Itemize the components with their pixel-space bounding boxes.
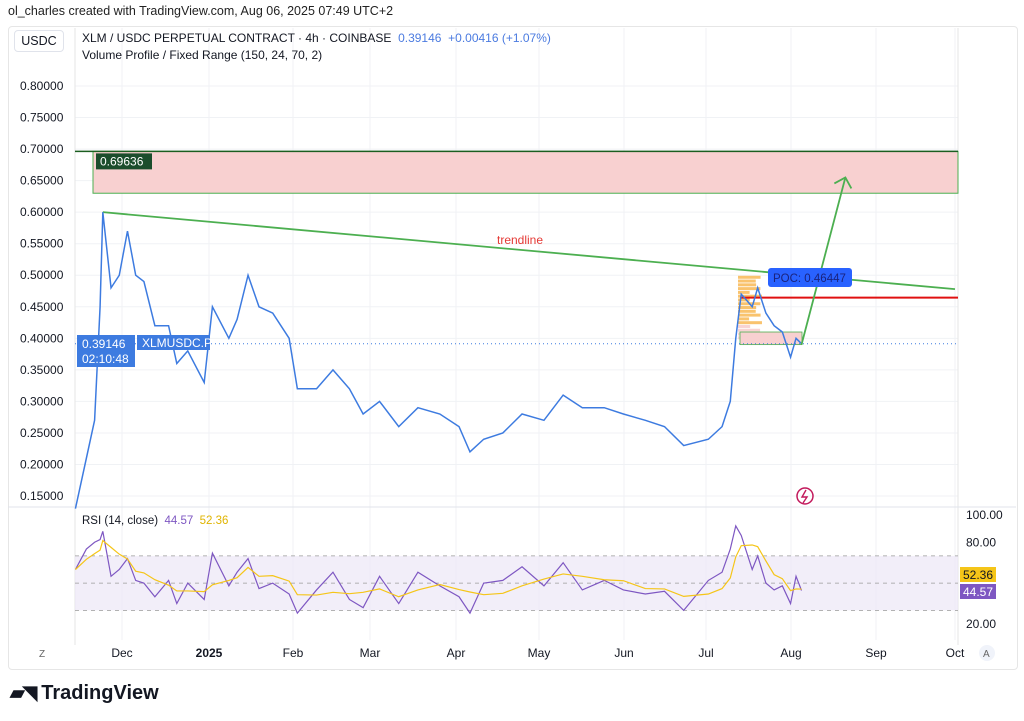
- price-tick: 0.45000: [20, 300, 64, 314]
- symbol-title: XLM / USDC PERPETUAL CONTRACT · 4h · COI…: [82, 31, 551, 45]
- time-tick: 2025: [196, 646, 223, 660]
- volume-profile-bar: [738, 275, 761, 279]
- projection-arrow: [800, 177, 847, 345]
- volume-profile-legend[interactable]: Volume Profile / Fixed Range (150, 24, 7…: [82, 48, 323, 62]
- rsi-legend[interactable]: RSI (14, close) 44.57 52.36: [82, 515, 228, 527]
- volume-profile-bar: [738, 294, 762, 298]
- price-change: +0.00416 (+1.07%): [448, 31, 551, 45]
- zone-price-label: [96, 153, 152, 170]
- rsi-title: RSI (14, close): [82, 515, 159, 527]
- tradingview-logo[interactable]: ▰◥ TradingView: [10, 682, 159, 705]
- price-tick: 0.25000: [20, 426, 64, 440]
- ticker-tag: [137, 335, 210, 350]
- credit-text: ol_charles created with TradingView.com,…: [8, 4, 394, 18]
- rsi-series: [74, 524, 803, 615]
- rsi-value-label-text: 44.57: [963, 585, 993, 599]
- price-tick: 0.65000: [20, 174, 64, 188]
- volume-profile-bar: [738, 283, 757, 287]
- poc-label-box: [768, 268, 852, 287]
- rsi-ma-series: [75, 539, 802, 598]
- volume-profile-bar: [738, 317, 750, 321]
- time-tick: Sep: [865, 646, 887, 660]
- flash-icon: [796, 487, 814, 505]
- rsi-value: 44.57: [164, 515, 194, 527]
- rsi-tick: 20.00: [966, 617, 996, 631]
- price-tick: 0.35000: [20, 363, 64, 377]
- rsi-tick: 80.00: [966, 535, 996, 549]
- value-area-box: [739, 331, 803, 346]
- price-tick: 0.75000: [20, 111, 64, 125]
- time-tick: Dec: [111, 646, 132, 660]
- countdown-text: 02:10:48: [82, 352, 129, 366]
- volume-profile-bar: [738, 279, 756, 283]
- arrow-head-icon: [833, 176, 853, 189]
- price-tick: 0.70000: [20, 142, 64, 156]
- zone-price-text: 0.69636: [100, 154, 144, 168]
- poc-label: POC: 0.46447: [773, 273, 846, 285]
- price-tick: 0.20000: [20, 457, 64, 471]
- price-tick: 0.50000: [20, 268, 64, 282]
- volume-profile-bar: [738, 313, 761, 317]
- currency-badge[interactable]: USDC: [14, 30, 64, 52]
- time-tick: Jul: [698, 646, 713, 660]
- volume-profile-bar: [738, 298, 750, 302]
- auto-scale-text: A: [983, 649, 990, 660]
- resistance-zone: [92, 150, 959, 194]
- rsi-ma-label-text: 52.36: [963, 568, 993, 582]
- time-tick: Apr: [447, 646, 466, 660]
- chart-frame: [8, 26, 1018, 670]
- ticker-tag-text: XLMUSDC.P: [142, 336, 212, 350]
- price-tick: 0.80000: [20, 79, 64, 93]
- time-tick: May: [528, 646, 551, 660]
- price-tick: 0.15000: [20, 489, 64, 503]
- price-tick: 0.60000: [20, 205, 64, 219]
- volume-profile-bar: [738, 306, 757, 310]
- price-tick: 0.40000: [20, 331, 64, 345]
- volume-profile-bar: [738, 287, 761, 291]
- price-tick: 0.30000: [20, 394, 64, 408]
- trendline-label: trendline: [497, 233, 543, 247]
- rsi-ma-value: 52.36: [199, 515, 229, 527]
- last-price-axis-text: 0.39146: [82, 337, 126, 351]
- rsi-value-label: [960, 584, 996, 599]
- price-series: [74, 212, 803, 509]
- symbol-name: XLM / USDC PERPETUAL CONTRACT · 4h · COI…: [82, 31, 392, 45]
- volume-profile-bar: [738, 309, 756, 313]
- tv-logo-icon: ▰◥: [10, 683, 37, 704]
- time-tick: Feb: [283, 646, 304, 660]
- price-tick: 0.55000: [20, 237, 64, 251]
- time-tick: Jun: [614, 646, 633, 660]
- volume-profile-bar: [738, 324, 751, 328]
- volume-profile-bar: [738, 328, 761, 332]
- zoom-reset-button[interactable]: Z: [39, 649, 45, 660]
- last-price-label: [77, 335, 135, 367]
- time-tick: Oct: [946, 646, 965, 660]
- rsi-tick: 100.00: [966, 508, 1003, 522]
- volume-profile-bar: [738, 321, 762, 325]
- flash-icon-bolt: [800, 489, 809, 504]
- volume-profile-bar: [738, 290, 750, 294]
- time-tick: Mar: [360, 646, 381, 660]
- time-tick: Aug: [780, 646, 801, 660]
- brand-name: TradingView: [41, 682, 159, 704]
- rsi-ma-label: [960, 567, 996, 582]
- auto-scale-button: [979, 645, 995, 661]
- last-price: 0.39146: [398, 31, 442, 45]
